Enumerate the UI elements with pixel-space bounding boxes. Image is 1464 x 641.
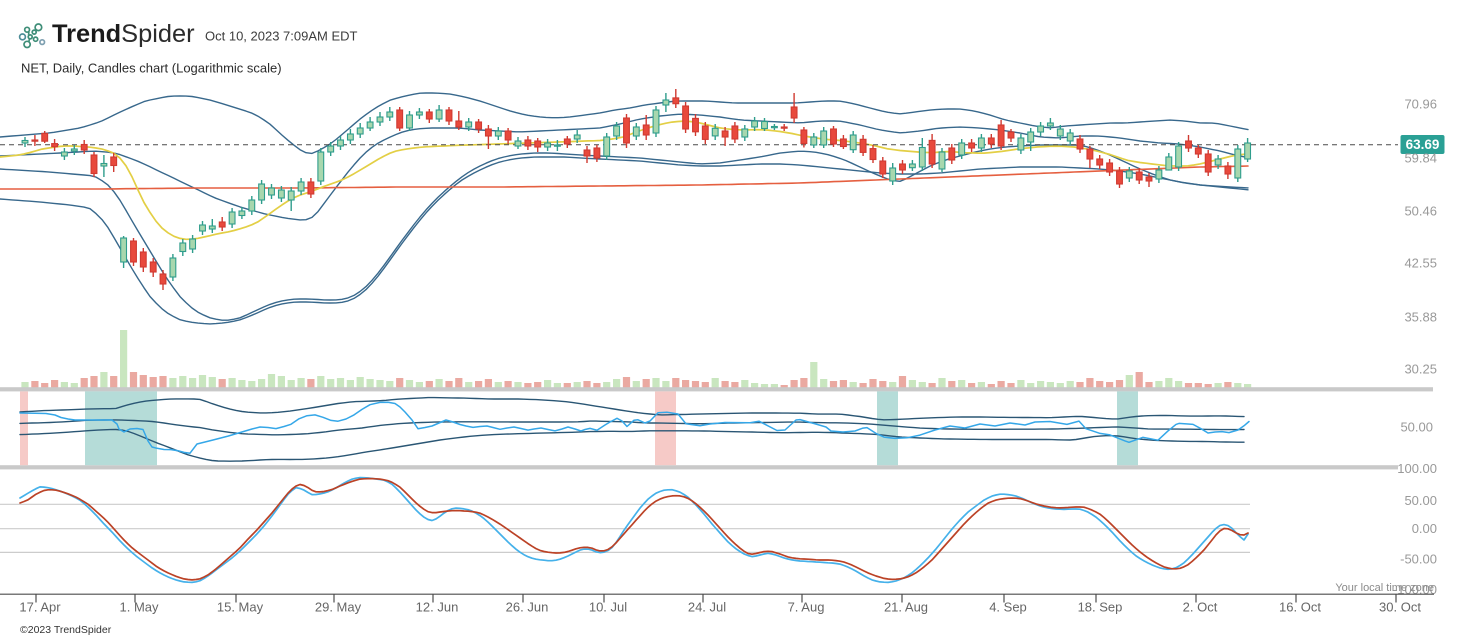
- svg-text:7. Aug: 7. Aug: [788, 600, 825, 615]
- svg-text:63.69: 63.69: [1406, 137, 1440, 152]
- svg-text:29. May: 29. May: [315, 600, 362, 615]
- svg-text:12. Jun: 12. Jun: [416, 600, 459, 615]
- svg-text:Oct 10, 2023 7:09AM EDT: Oct 10, 2023 7:09AM EDT: [205, 29, 358, 44]
- svg-text:16. Oct: 16. Oct: [1279, 600, 1321, 615]
- svg-text:50.46: 50.46: [1404, 204, 1437, 219]
- svg-text:-50.00: -50.00: [1400, 552, 1437, 567]
- svg-text:30. Oct: 30. Oct: [1379, 600, 1421, 615]
- svg-text:Your local time zone: Your local time zone: [1335, 582, 1434, 594]
- svg-text:35.88: 35.88: [1404, 310, 1437, 325]
- svg-text:TrendSpider: TrendSpider: [52, 20, 195, 48]
- svg-text:50.00: 50.00: [1404, 493, 1437, 508]
- svg-text:30.25: 30.25: [1404, 362, 1437, 377]
- svg-text:59.84: 59.84: [1404, 151, 1437, 166]
- svg-text:26. Jun: 26. Jun: [506, 600, 549, 615]
- svg-text:©2023 TrendSpider: ©2023 TrendSpider: [20, 624, 112, 636]
- svg-text:70.96: 70.96: [1404, 97, 1437, 112]
- svg-text:24. Jul: 24. Jul: [688, 600, 726, 615]
- svg-text:10. Jul: 10. Jul: [589, 600, 627, 615]
- svg-text:17. Apr: 17. Apr: [19, 600, 61, 615]
- svg-text:0.00: 0.00: [1412, 521, 1437, 536]
- svg-text:-100.00: -100.00: [1393, 582, 1437, 597]
- svg-text:4. Sep: 4. Sep: [989, 600, 1027, 615]
- svg-text:15. May: 15. May: [217, 600, 264, 615]
- svg-text:50.00: 50.00: [1400, 420, 1433, 435]
- svg-text:18. Sep: 18. Sep: [1078, 600, 1123, 615]
- svg-text:100.00: 100.00: [1397, 461, 1437, 476]
- svg-text:21. Aug: 21. Aug: [884, 600, 928, 615]
- svg-text:2. Oct: 2. Oct: [1183, 600, 1218, 615]
- svg-text:NET, Daily, Candles chart (Log: NET, Daily, Candles chart (Logarithmic s…: [21, 61, 282, 76]
- svg-text:1. May: 1. May: [119, 600, 159, 615]
- svg-text:42.55: 42.55: [1404, 256, 1437, 271]
